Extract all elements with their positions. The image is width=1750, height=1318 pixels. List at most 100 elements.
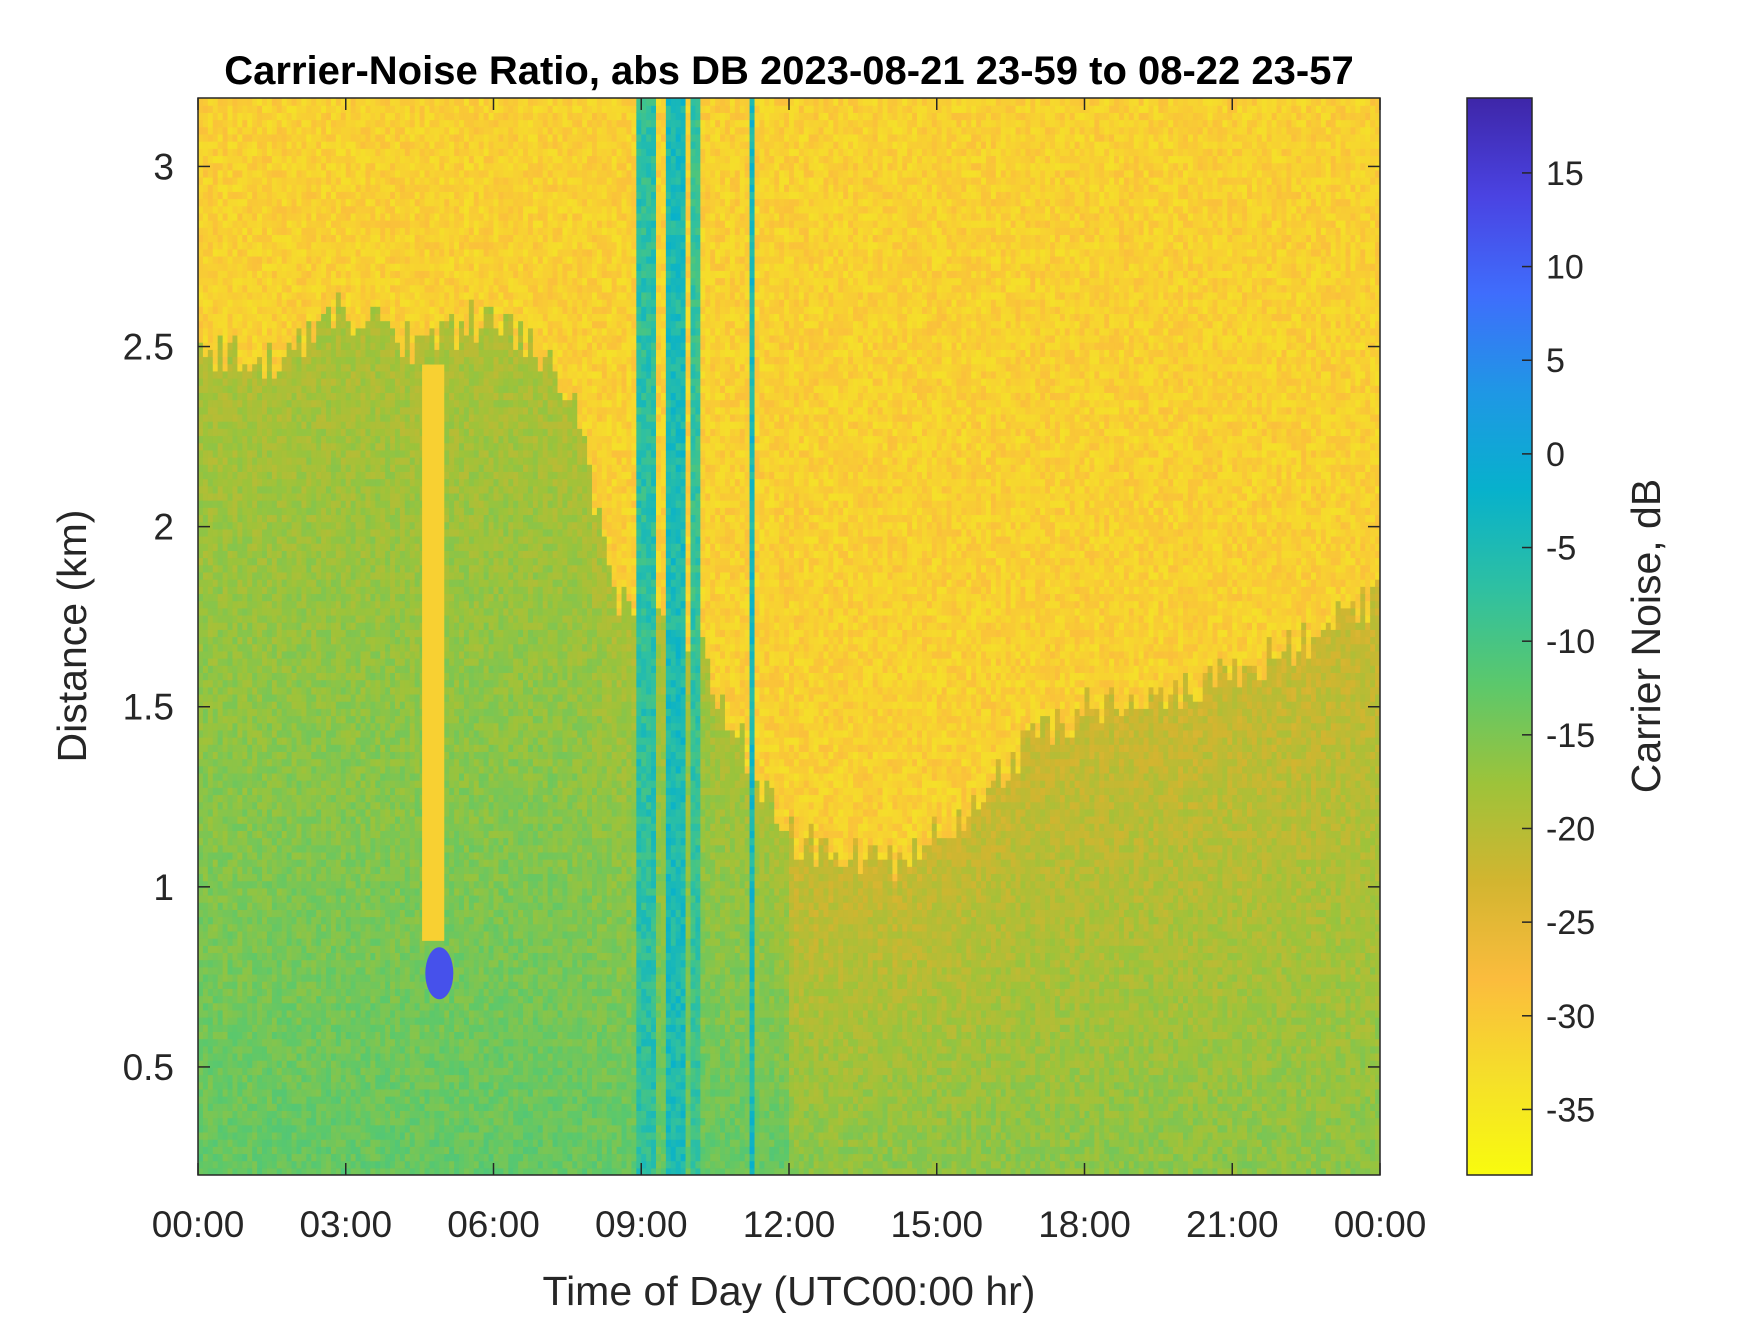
heatmap-cell bbox=[212, 1081, 219, 1090]
heatmap-cell bbox=[306, 191, 312, 200]
heatmap-cell bbox=[222, 643, 229, 652]
heatmap-cell bbox=[345, 1002, 352, 1011]
heatmap-cell bbox=[326, 902, 332, 910]
heatmap-cell bbox=[257, 894, 263, 903]
heatmap-cell bbox=[198, 600, 204, 609]
heatmap-cell bbox=[217, 693, 224, 702]
heatmap-cell bbox=[252, 485, 258, 494]
heatmap-cell bbox=[247, 277, 253, 286]
heatmap-cell bbox=[212, 887, 219, 896]
heatmap-cell bbox=[321, 105, 327, 113]
heatmap-cell bbox=[301, 370, 307, 379]
heatmap-cell bbox=[326, 1045, 332, 1054]
heatmap-cell bbox=[257, 126, 263, 135]
heatmap-cell bbox=[222, 277, 229, 286]
heatmap-cell bbox=[252, 385, 258, 393]
heatmap-cell bbox=[262, 284, 268, 293]
heatmap-cell bbox=[286, 141, 293, 149]
heatmap-cell bbox=[316, 672, 322, 681]
heatmap-cell bbox=[212, 428, 219, 437]
heatmap-cell bbox=[217, 133, 224, 142]
heatmap-cell bbox=[316, 966, 322, 975]
heatmap-cell bbox=[247, 650, 253, 659]
heatmap-cell bbox=[355, 1088, 362, 1097]
heatmap-cell bbox=[266, 1074, 273, 1083]
heatmap-cell bbox=[207, 421, 214, 429]
heatmap-cell bbox=[202, 98, 209, 106]
heatmap-cell bbox=[266, 270, 273, 279]
heatmap-cell bbox=[321, 334, 327, 343]
heatmap-cell bbox=[227, 780, 234, 788]
heatmap-cell bbox=[350, 126, 357, 135]
heatmap-cell bbox=[202, 535, 209, 544]
heatmap-cell bbox=[247, 887, 253, 896]
heatmap-cell bbox=[217, 126, 224, 135]
heatmap-cell bbox=[222, 421, 229, 429]
heatmap-cell bbox=[237, 471, 243, 480]
heatmap-cell bbox=[321, 478, 327, 487]
heatmap-cell bbox=[340, 772, 347, 781]
heatmap-cell bbox=[237, 758, 243, 767]
heatmap-cell bbox=[316, 435, 322, 444]
heatmap-cell bbox=[350, 830, 357, 839]
heatmap-cell bbox=[237, 356, 243, 365]
heatmap-cell bbox=[296, 593, 303, 602]
heatmap-cell bbox=[326, 973, 332, 982]
heatmap-cell bbox=[198, 1088, 204, 1097]
heatmap-cell bbox=[355, 284, 362, 293]
heatmap-cell bbox=[301, 579, 307, 587]
heatmap-cell bbox=[311, 995, 317, 1004]
heatmap-cell bbox=[276, 284, 283, 293]
heatmap-cell bbox=[316, 176, 322, 185]
heatmap-cell bbox=[355, 816, 362, 824]
heatmap-cell bbox=[345, 234, 352, 243]
heatmap-cell bbox=[281, 1067, 288, 1076]
heatmap-cell bbox=[207, 306, 214, 314]
heatmap-cell bbox=[350, 198, 357, 207]
heatmap-cell bbox=[217, 1088, 224, 1097]
heatmap-cell bbox=[266, 844, 273, 853]
heatmap-cell bbox=[306, 995, 312, 1004]
heatmap-cell bbox=[202, 1124, 209, 1133]
heatmap-cell bbox=[227, 622, 234, 630]
heatmap-cell bbox=[301, 701, 307, 709]
heatmap-cell bbox=[276, 607, 283, 616]
heatmap-cell bbox=[198, 299, 204, 307]
heatmap-cell bbox=[301, 148, 307, 157]
heatmap-cell bbox=[350, 722, 357, 731]
heatmap-cell bbox=[306, 1060, 312, 1068]
heatmap-cell bbox=[271, 277, 278, 286]
heatmap-cell bbox=[281, 306, 288, 314]
heatmap-cell bbox=[237, 507, 243, 516]
heatmap-cell bbox=[202, 981, 209, 989]
heatmap-cell bbox=[281, 808, 288, 817]
heatmap-cell bbox=[345, 894, 352, 903]
heatmap-cell bbox=[286, 593, 293, 602]
heatmap-cell bbox=[345, 808, 352, 817]
heatmap-cell bbox=[281, 1139, 288, 1147]
heatmap-cell bbox=[296, 571, 303, 580]
heatmap-cell bbox=[345, 370, 352, 379]
heatmap-cell bbox=[266, 385, 273, 393]
heatmap-cell bbox=[291, 155, 298, 164]
heatmap-cell bbox=[330, 255, 337, 264]
heatmap-cell bbox=[350, 981, 357, 989]
heatmap-cell bbox=[296, 564, 303, 573]
heatmap-cell bbox=[306, 751, 312, 760]
heatmap-cell bbox=[242, 306, 248, 314]
heatmap-cell bbox=[271, 571, 278, 580]
heatmap-cell bbox=[316, 392, 322, 401]
heatmap-cell bbox=[252, 995, 258, 1004]
heatmap-cell bbox=[266, 873, 273, 882]
heatmap-cell bbox=[222, 176, 229, 185]
heatmap-cell bbox=[212, 1153, 219, 1162]
heatmap-cell bbox=[242, 1139, 248, 1147]
heatmap-cell bbox=[252, 521, 258, 530]
heatmap-cell bbox=[202, 988, 209, 997]
heatmap-cell bbox=[321, 758, 327, 767]
heatmap-cell bbox=[345, 270, 352, 279]
heatmap-cell bbox=[262, 765, 268, 774]
heatmap-cell bbox=[340, 837, 347, 846]
heatmap-cell bbox=[252, 880, 258, 889]
heatmap-cell bbox=[222, 801, 229, 810]
